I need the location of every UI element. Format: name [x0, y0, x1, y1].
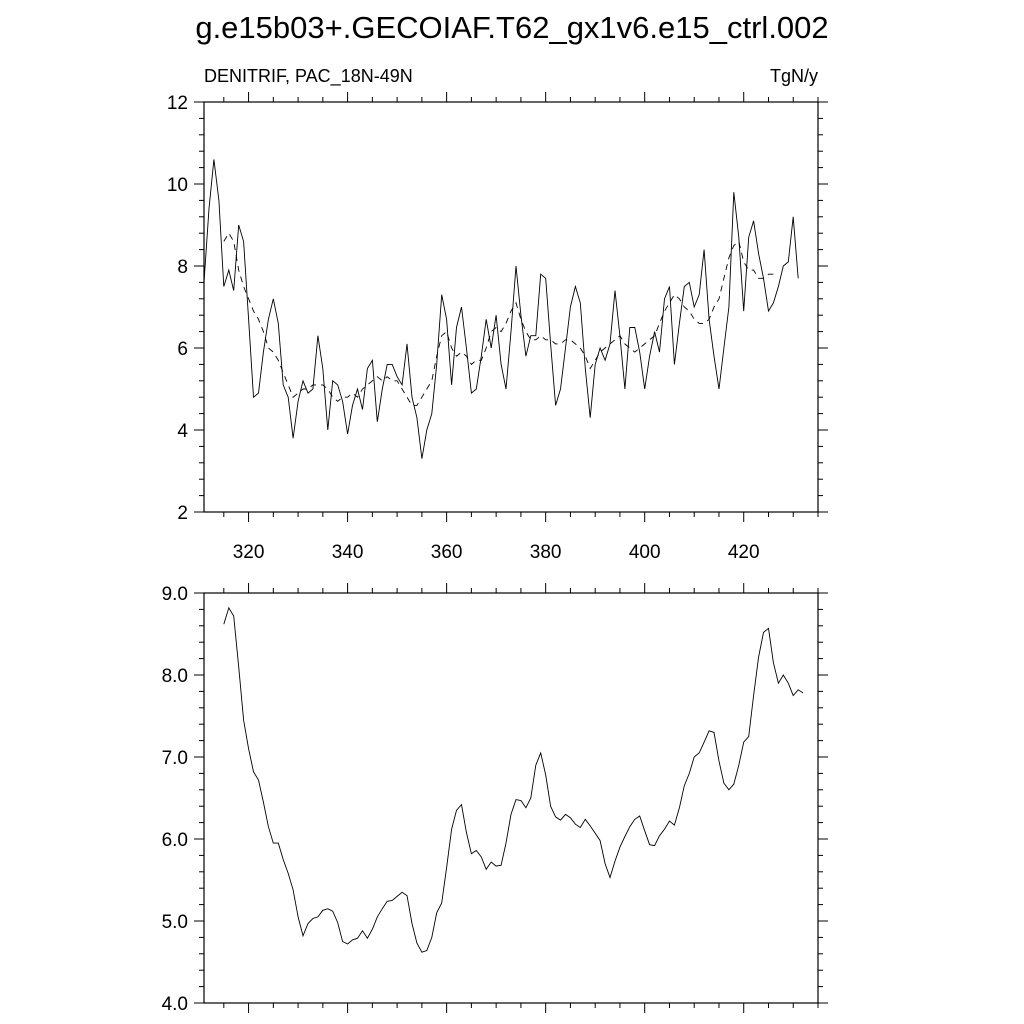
bottom-y-tick-label: 8.0	[162, 666, 188, 687]
top-series-raw-line	[203, 159, 799, 459]
top-x-tick-label: 340	[332, 542, 364, 563]
bottom-y-tick-label: 9.0	[162, 584, 188, 605]
top-x-tick-label: 420	[728, 542, 760, 563]
bottom-y-tick-label: 6.0	[162, 830, 188, 851]
bottom-axes: 4.0 5.0 6.0 7.0 8.0 9.0	[162, 583, 828, 1015]
top-plot-frame	[203, 101, 819, 513]
top-x-tick-label: 360	[431, 542, 463, 563]
chart-title: g.e15b03+.GECOIAF.T62_gx1v6.e15_ctrl.002	[195, 10, 828, 45]
bottom-plot-frame	[203, 592, 819, 1004]
top-axes: 2 4 6 8 10 12 320 340 360 380 400 420	[167, 92, 828, 563]
top-x-tick-label: 400	[629, 542, 661, 563]
bottom-y-tick-label: 4.0	[162, 994, 188, 1015]
top-y-tick-label: 4	[177, 421, 188, 442]
top-y-tick-label: 6	[177, 339, 188, 360]
top-y-tick-label: 10	[167, 175, 188, 196]
bottom-series-group	[223, 606, 804, 953]
top-x-tick-label: 320	[233, 542, 265, 563]
top-x-tick-label: 380	[530, 542, 562, 563]
top-series-group	[203, 159, 799, 459]
top-series-smoothed-line	[223, 232, 774, 406]
variable-region-label: DENITRIF, PAC_18N-49N	[204, 66, 413, 87]
top-y-tick-label: 12	[167, 93, 188, 114]
top-y-tick-label: 8	[177, 257, 188, 278]
units-label: TgN/y	[770, 66, 818, 86]
top-panel: DENITRIF, PAC_18N-49N TgN/y 2 4 6 8 10 12 320 3…	[167, 66, 828, 563]
bottom-panel: 4.0 5.0 6.0 7.0 8.0 9.0	[162, 583, 828, 1015]
bottom-y-tick-label: 5.0	[162, 912, 188, 933]
bottom-y-tick-label: 7.0	[162, 748, 188, 769]
bottom-series-line	[223, 606, 804, 953]
top-y-tick-label: 2	[177, 503, 188, 524]
